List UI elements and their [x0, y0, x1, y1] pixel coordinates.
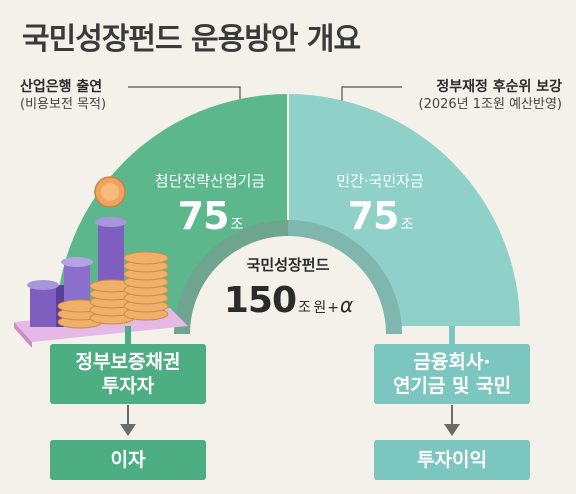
right-investor-box: 금융회사· 연기금 및 국민 [374, 344, 530, 404]
left-down-arrow [120, 405, 136, 436]
right-box-line1: 금융회사· [413, 351, 491, 373]
page-title: 국민성장펀드 운용방안 개요 [22, 22, 361, 57]
center-name: 국민성장펀드 [246, 256, 330, 274]
left-segment-value-wrap: 75 조 [145, 194, 275, 238]
left-segment-name: 첨단전략산업기금 [154, 172, 266, 190]
right-note-sub: (2026년 1조원 예산반영) [418, 97, 562, 112]
coin-stack-illustration [14, 176, 188, 348]
left-box-line2: 투자자 [101, 375, 155, 397]
left-investor-box: 정부보증채권 투자자 [50, 344, 206, 404]
right-note-main: 정부재정 후순위 보강 [436, 79, 562, 95]
left-result-box: 이자 [50, 440, 206, 480]
center-unit: 조 원 [298, 300, 326, 316]
right-segment-name: 민간·국민자금 [336, 172, 424, 190]
left-leader-line [128, 86, 241, 103]
left-note-sub: (비용보전 목적) [20, 97, 107, 112]
center-alpha: α [339, 293, 353, 317]
left-box-line1: 정부보증채권 [75, 351, 181, 373]
right-box-line2: 연기금 및 국민 [392, 375, 512, 397]
left-note: 산업은행 출연 (비용보전 목적) [20, 78, 106, 114]
left-segment-value: 75 [177, 194, 230, 238]
right-note: 정부재정 후순위 보강 (2026년 1조원 예산반영) [419, 78, 562, 114]
left-note-main: 산업은행 출연 [20, 79, 103, 95]
inner-core [190, 236, 386, 334]
center-value: 150 [223, 280, 297, 321]
center-plus: + [327, 300, 339, 316]
center-value-wrap: 150 조 원 + α [198, 280, 378, 321]
right-segment-value: 75 [347, 194, 400, 238]
right-segment-unit: 조 [400, 217, 414, 233]
left-segment-unit: 조 [230, 217, 244, 233]
right-leader-line [341, 86, 402, 103]
right-result-box: 투자이익 [374, 440, 530, 480]
right-down-arrow [444, 405, 460, 436]
right-segment-value-wrap: 75 조 [320, 194, 440, 238]
